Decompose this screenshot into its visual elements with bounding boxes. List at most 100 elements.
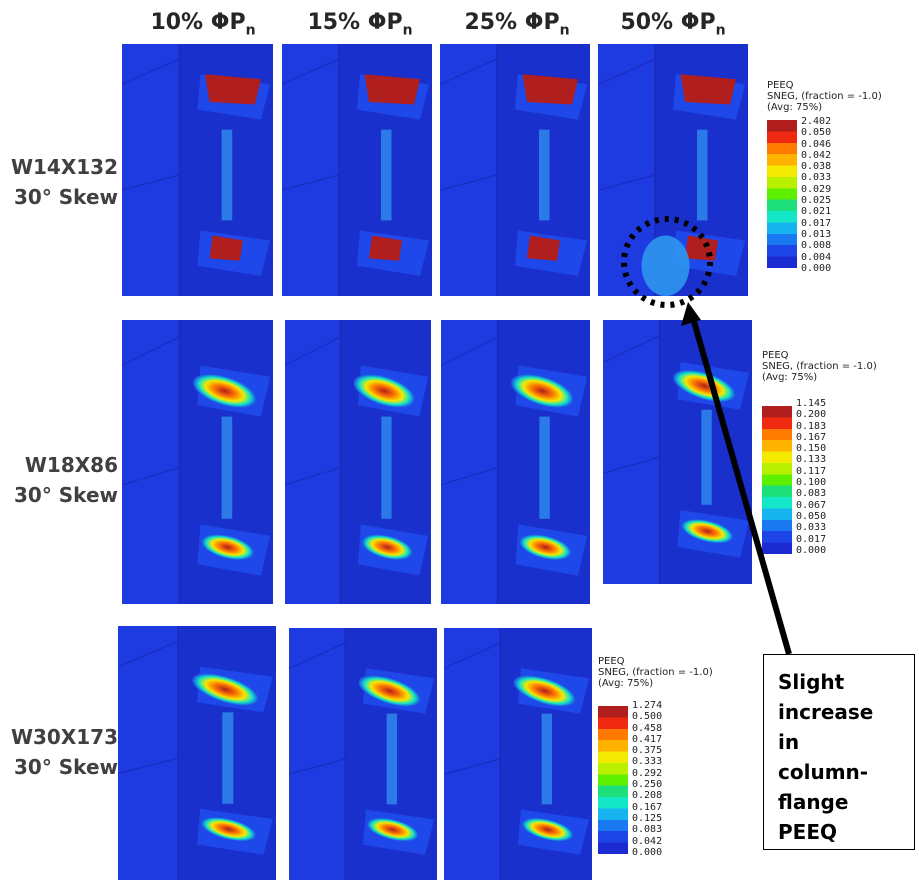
panel-edge (289, 642, 346, 669)
panel-edge (285, 467, 341, 486)
legend-value: 0.125 (632, 812, 663, 824)
legend-value: 0.025 (801, 195, 832, 207)
contour-plot (282, 44, 432, 296)
contour-plot (122, 44, 273, 296)
legend-value: 0.000 (801, 262, 832, 274)
legend-title: PEEQ (598, 656, 625, 667)
top-hotspot (192, 374, 257, 408)
legend-value: 0.292 (632, 767, 663, 779)
legend-value: 0.021 (801, 206, 832, 218)
peeq-legend: PEEQ SNEG, (fraction = -1.0) (Avg: 75%) … (598, 656, 758, 871)
legend-colorbar (767, 120, 797, 268)
panel-edge (122, 58, 180, 85)
legend-value: 0.117 (796, 465, 827, 477)
legend-value: 0.046 (801, 138, 832, 150)
web-strip (381, 416, 392, 519)
legend-value: 0.083 (796, 488, 827, 500)
row-label-w18x86: W18X86 30° Skew (13, 453, 118, 507)
contour-panel (122, 320, 273, 604)
web-strip (539, 129, 550, 221)
panel-edge (444, 758, 501, 775)
legend-value: 0.050 (796, 510, 827, 522)
panel-edge (289, 758, 346, 775)
top-hotspot (205, 74, 261, 105)
contour-panel (285, 320, 431, 604)
panel-edge (122, 174, 180, 191)
legend-value: 0.100 (796, 477, 827, 489)
panel-edge (598, 174, 656, 191)
contour-plot (289, 628, 437, 880)
top-hotspot (353, 374, 416, 408)
legend-value: 0.042 (801, 149, 832, 161)
legend-values: 2.402 0.050 0.046 0.042 0.038 0.033 0.029 0.025… (801, 116, 831, 274)
contour-panel (282, 44, 432, 296)
legend-value: 0.008 (801, 240, 832, 252)
callout-line: PEEQ (778, 820, 837, 844)
legend-value: 0.333 (632, 756, 663, 768)
legend-value: 0.017 (801, 217, 832, 229)
legend-avg: (Avg: 75%) (767, 102, 823, 113)
legend-colorbar (762, 406, 792, 554)
legend-sneg: SNEG, (fraction = -1.0) (762, 361, 877, 372)
web-strip (701, 409, 712, 505)
top-hotspot (510, 374, 574, 408)
web-strip (222, 712, 234, 804)
bottom-hotspot (527, 235, 560, 261)
panel-edge (118, 757, 179, 774)
legend-sneg: SNEG, (fraction = -1.0) (767, 91, 882, 102)
web-strip (697, 129, 708, 221)
panel-edge (118, 640, 179, 668)
legend-value: 2.402 (801, 116, 832, 127)
column-header-10: 10% ΦPn (150, 10, 256, 39)
legend-colorbar (598, 706, 628, 854)
legend-value: 0.417 (632, 733, 663, 745)
contour-plot (444, 628, 592, 880)
row-label-w30x173: W30X173 30° Skew (10, 725, 118, 779)
top-hotspot (522, 74, 578, 105)
bottom-hotspot (200, 817, 257, 842)
legend-value: 0.375 (632, 745, 663, 757)
legend-value: 0.013 (801, 228, 832, 240)
legend-avg: (Avg: 75%) (762, 372, 818, 383)
legend-value: 0.033 (796, 522, 827, 534)
panel-edge (603, 456, 660, 474)
web-strip (381, 129, 392, 221)
top-hotspot (364, 74, 420, 105)
legend-value: 0.183 (796, 420, 827, 432)
column-header-25: 25% ΦPn (464, 10, 570, 39)
web-strip (541, 713, 553, 805)
callout-line: flange (778, 790, 849, 814)
legend-value: 0.029 (801, 183, 832, 195)
column-header-15: 15% ΦPn (307, 10, 413, 39)
top-hotspot (680, 74, 736, 105)
legend-value: 0.050 (801, 127, 832, 139)
callout-line: increase in (778, 700, 874, 754)
contour-plot (285, 320, 431, 604)
contour-plot (441, 320, 590, 604)
panel-edge (122, 467, 180, 486)
panel-edge (598, 58, 656, 85)
contour-plot (118, 626, 276, 880)
bottom-hotspot (201, 534, 255, 561)
contour-panel (118, 626, 276, 880)
legend-value: 0.208 (632, 790, 663, 802)
column-flange-peeq (641, 235, 690, 296)
panel-edge (444, 642, 501, 669)
legend-value: 0.038 (801, 161, 832, 173)
web-strip (221, 416, 233, 519)
callout-box: Slight increase in column- flange PEEQ (763, 654, 915, 850)
contour-plot (122, 320, 273, 604)
legend-value: 0.067 (796, 499, 827, 511)
legend-value: 0.133 (796, 454, 827, 466)
row-label-w14x132: W14X132 30° Skew (10, 155, 118, 209)
web-strip (386, 713, 398, 805)
legend-title: PEEQ (767, 80, 794, 91)
top-hotspot (192, 673, 259, 706)
peeq-legend: PEEQ SNEG, (fraction = -1.0) (Avg: 75%) … (762, 350, 917, 565)
panel-edge (440, 58, 498, 85)
top-hotspot (358, 675, 421, 707)
legend-value: 0.000 (796, 544, 827, 556)
legend-value: 0.042 (632, 835, 663, 847)
legend-value: 0.150 (796, 443, 827, 455)
bottom-hotspot (369, 235, 402, 261)
